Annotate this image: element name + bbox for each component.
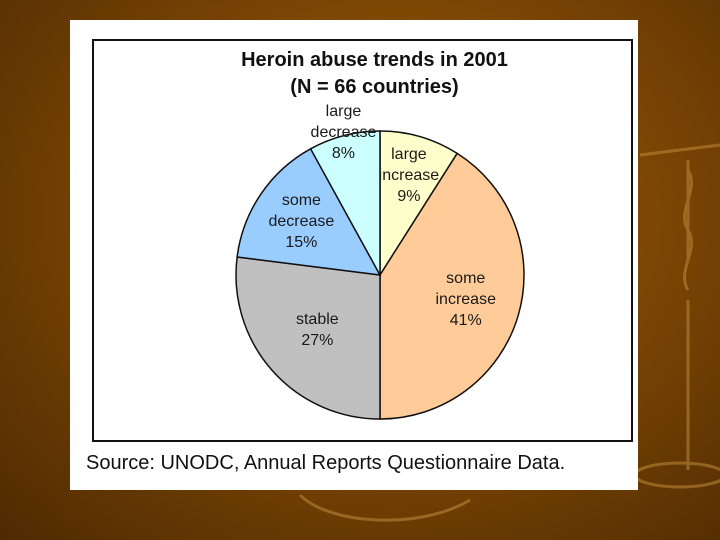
slice-label-line: decrease [268, 213, 335, 231]
slice-label: some decrease 15% [236, 190, 366, 253]
slice-label: some increase 41% [401, 268, 531, 331]
slice-label-line: 15% [285, 234, 318, 252]
source-note: Source: UNODC, Annual Reports Questionna… [86, 452, 566, 474]
slice-label-line: increase [378, 166, 440, 184]
pie-chart [235, 130, 525, 420]
slice-label: stable 27% [252, 309, 382, 351]
chart-subtitle: (N = 66 countries) [290, 76, 459, 98]
slice-label-line: 9% [397, 187, 421, 205]
slide-card: Heroin abuse trends in 2001 (N = 66 coun… [70, 20, 638, 490]
slice-label-line: 41% [449, 312, 482, 330]
slice-label-line: large [325, 103, 362, 121]
pie-slice [309, 130, 381, 276]
slice-label-line: some [281, 192, 321, 210]
slice-label-line: decrease [310, 124, 377, 142]
pie-slice [236, 147, 382, 276]
slice-label-line: increase [435, 291, 496, 309]
slice-label-line: 8% [331, 145, 356, 163]
slice-label-line: 27% [301, 332, 334, 350]
slice-label-line: large [391, 145, 427, 163]
chart-frame: Heroin abuse trends in 2001 (N = 66 coun… [92, 39, 633, 442]
pie-slice [235, 256, 381, 420]
slice-label-line: stable [295, 311, 339, 329]
slice-label: large increase 9% [344, 144, 474, 207]
chart-title: Heroin abuse trends in 2001 [241, 49, 508, 71]
pie-slice [379, 152, 525, 420]
pie-slice [379, 130, 459, 278]
slice-label-line: some [446, 270, 486, 288]
slice-label: large decrease 8% [278, 101, 408, 164]
